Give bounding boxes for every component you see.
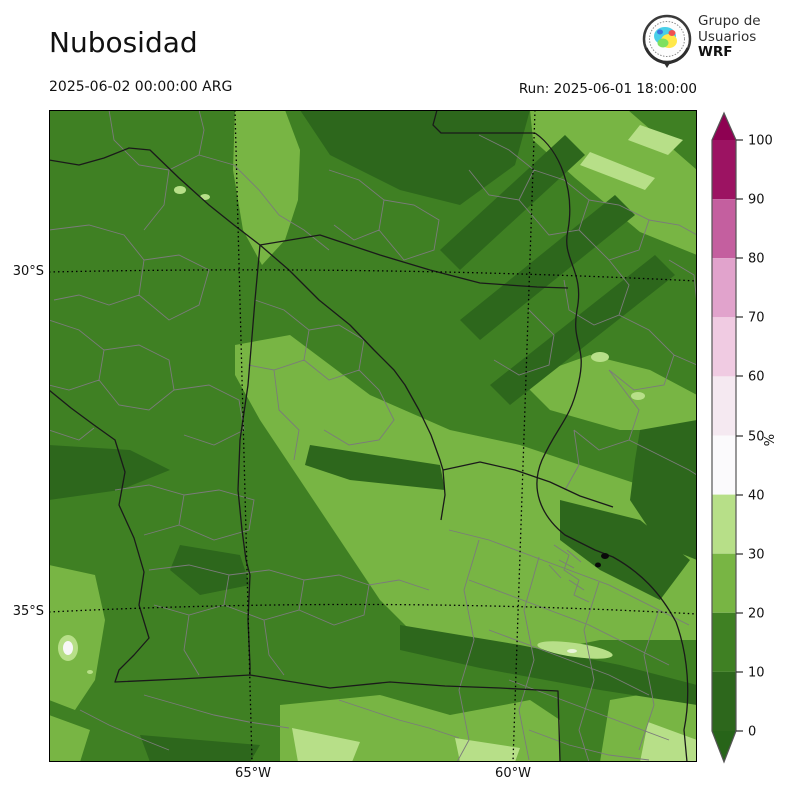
- colorbar-ticks: [736, 139, 743, 732]
- cloud-spot-30-40: [631, 392, 645, 400]
- colorbar-segment-10-20: [712, 612, 736, 672]
- map-canvas: [48, 109, 698, 763]
- colorbar-tick-10: 10: [748, 666, 765, 681]
- colorbar-segment-40-50: [712, 435, 736, 495]
- colorbar-canvas: 100 90 80 70 60 50 40 30 20 10 0 %: [711, 111, 778, 764]
- colorbar-segment-80-90: [712, 199, 736, 259]
- run-time-label: Run: 2025-06-01 18:00:00: [518, 81, 697, 97]
- colorbar-segment-60-70: [712, 317, 736, 377]
- logo-line-3: WRF: [698, 44, 733, 60]
- cloud-spot-30-40: [591, 352, 609, 362]
- lon-label-60w: 60°W: [495, 766, 531, 781]
- page-title: Nubosidad: [49, 26, 198, 59]
- admin-boundaries: [48, 109, 698, 763]
- colorbar-segment-0-10: [712, 671, 736, 731]
- graticule-60w: [512, 109, 536, 763]
- colorbar-segment-70-80: [712, 258, 736, 318]
- emblem-blob-green: [657, 38, 669, 48]
- emblem-blob-blue: [657, 29, 663, 35]
- logo-line-2: Usuarios: [698, 28, 757, 45]
- logo-text: Grupo de Usuarios WRF: [698, 12, 761, 68]
- colorbar-tick-70: 70: [748, 311, 765, 326]
- colorbar-tick-50: 50: [748, 430, 765, 445]
- colorbar-under-arrow: [712, 731, 736, 762]
- colorbar-tick-100: 100: [748, 134, 773, 149]
- colorbar-tick-40: 40: [748, 489, 765, 504]
- colorbar-unit-label: %: [763, 434, 778, 446]
- cloud-regions-0-10: [49, 110, 697, 762]
- valid-time-label: 2025-06-02 00:00:00 ARG: [49, 79, 233, 95]
- cloud-spot-40-50: [63, 641, 73, 655]
- colorbar-segment-50-60: [712, 376, 736, 436]
- cloud-speck-pale: [567, 649, 577, 653]
- colorbar: 100 90 80 70 60 50 40 30 20 10 0 %: [706, 106, 800, 774]
- city-area: [601, 553, 609, 559]
- emblem-laurel-left: [644, 47, 668, 65]
- cloud-cover-map: [48, 109, 698, 763]
- colorbar-segment-90-100: [712, 140, 736, 200]
- cloud-speck-30-40: [87, 670, 93, 674]
- graticule-30s: [48, 269, 698, 282]
- province-boundary-west-south: [48, 389, 561, 763]
- colorbar-segment-30-40: [712, 494, 736, 554]
- map-frame: [49, 110, 697, 762]
- emblem-ribbon: [664, 63, 670, 68]
- colorbar-tick-0: 0: [748, 725, 756, 740]
- province-boundary-northwest: [48, 147, 569, 675]
- globe-emblem-icon: [642, 14, 692, 68]
- city-area: [595, 562, 601, 568]
- colorbar-over-arrow: [712, 113, 736, 140]
- colorbar-tick-30: 30: [748, 548, 765, 563]
- colorbar-tick-60: 60: [748, 370, 765, 385]
- logo-line-1: Grupo de: [698, 13, 761, 29]
- graticule-65w: [234, 109, 253, 763]
- cloud-regions-20-30: [49, 110, 697, 762]
- river-and-coast-boundary: [432, 109, 689, 763]
- colorbar-tick-80: 80: [748, 252, 765, 267]
- colorbar-segment-20-30: [712, 553, 736, 613]
- emblem-blob-red: [668, 30, 676, 36]
- colorbar-tick-90: 90: [748, 193, 765, 208]
- lon-label-65w: 65°W: [235, 766, 271, 781]
- lat-label-35s: 35°S: [12, 604, 44, 619]
- graticule-35s: [48, 603, 698, 615]
- lat-label-30s: 30°S: [12, 264, 44, 279]
- wrf-users-group-logo: Grupo de Usuarios WRF: [640, 12, 800, 68]
- province-boundary-center-east: [442, 461, 614, 508]
- cloud-spot-30-40: [174, 186, 186, 194]
- colorbar-tick-20: 20: [748, 607, 765, 622]
- emblem-laurel-right: [666, 47, 690, 65]
